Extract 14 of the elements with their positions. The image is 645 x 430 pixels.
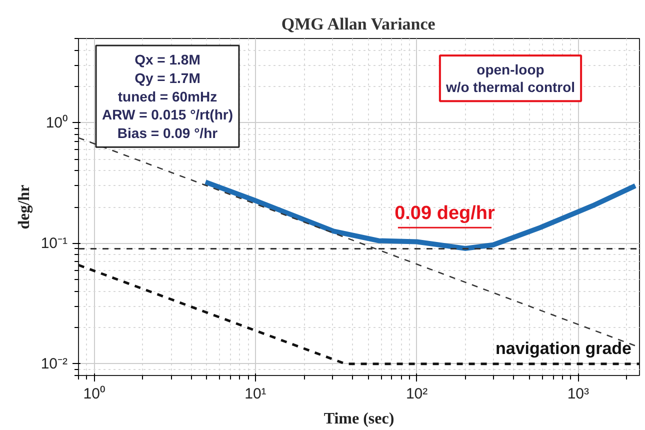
ref-line-label: 0.09 deg/hr	[394, 202, 496, 224]
annotation: open-loop w/o thermal control	[444, 62, 576, 96]
chart-title: QMG Allan Variance	[281, 14, 436, 34]
annotation: Qx = 1.8M Qy = 1.7M tuned = 60mHz ARW = 0.015 °/rt(hr) Bias = 0.09 °/hr	[102, 52, 233, 142]
x-tick-label: 10⁰	[83, 386, 105, 402]
y-axis-title: deg/hr	[16, 184, 33, 230]
y-tick-label: 10⁰	[46, 114, 68, 132]
x-tick-label: 10²	[406, 386, 428, 402]
series-label: navigation grade	[495, 338, 632, 358]
x-axis-title: Time (sec)	[324, 410, 394, 428]
x-tick-label: 10³	[567, 386, 590, 402]
y-tick-label: 10⁻¹	[40, 234, 68, 252]
y-tick-label: 10⁻²	[40, 355, 68, 372]
x-tick-label: 10¹	[244, 386, 266, 402]
